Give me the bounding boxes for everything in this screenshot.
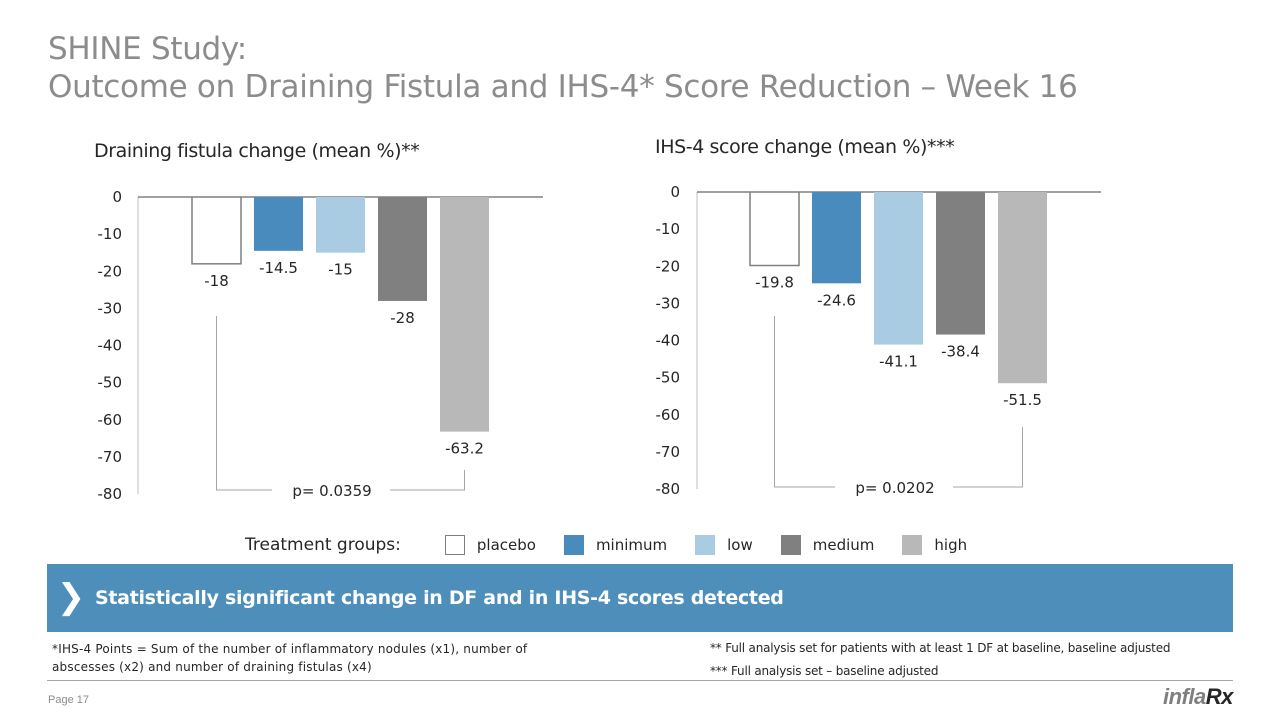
data-label-minimum: -14.5 (259, 259, 298, 277)
y-tick-label: -30 (98, 299, 123, 317)
data-label-low: -41.1 (879, 353, 918, 371)
y-tick-label: -80 (656, 480, 681, 498)
significance-bracket-left (774, 316, 835, 488)
legend-swatch-minimum (563, 535, 584, 555)
y-tick-label: -30 (656, 294, 681, 312)
slide-title: SHINE Study: Outcome on Draining Fistula… (48, 30, 1078, 106)
data-label-placebo: -19.8 (755, 274, 794, 292)
significance-bracket-right (953, 427, 1023, 488)
data-label-low: -15 (328, 261, 353, 279)
key-finding-banner: ❯ Statistically significant change in DF… (47, 564, 1233, 632)
bar-low (316, 197, 365, 253)
chevron-right-icon: ❯ (56, 577, 86, 617)
y-tick-label: -40 (656, 332, 681, 350)
page-number: Page 17 (48, 694, 89, 706)
y-tick-label: -50 (98, 374, 123, 392)
p-value-label: p= 0.0359 (292, 482, 371, 500)
bar-high (440, 197, 489, 432)
company-logo: inflaRx (1163, 684, 1233, 710)
legend-swatch-placebo (444, 535, 465, 555)
bar-placebo (749, 191, 800, 267)
legend-label-placebo: placebo (476, 536, 536, 554)
y-tick-label: -80 (98, 485, 123, 503)
y-tick-label: -70 (98, 448, 123, 466)
logo-text-rx: Rx (1205, 684, 1234, 709)
y-tick-label: -60 (656, 406, 681, 424)
footnote-ihs4-definition: *IHS-4 Points = Sum of the number of inf… (52, 642, 528, 674)
legend-label-minimum: minimum (595, 536, 668, 554)
y-tick-label: 0 (670, 183, 680, 201)
significance-bracket-left (216, 316, 272, 491)
legend-swatch-high (902, 535, 923, 555)
chart1-title: Draining fistula change (mean %)** (94, 140, 420, 162)
bar-minimum (812, 192, 861, 284)
footnote-df-analysis: ** Full analysis set for patients with a… (710, 641, 1171, 655)
y-tick-label: -10 (98, 225, 123, 243)
significance-bracket-right (390, 470, 465, 491)
data-label-medium: -28 (390, 309, 415, 327)
y-tick-label: -20 (656, 257, 681, 275)
y-tick-label: -50 (656, 369, 681, 387)
legend-item-low: low (695, 535, 753, 555)
bar-high (998, 192, 1047, 384)
bar-low (874, 192, 923, 345)
slide-title-line1: SHINE Study: (48, 31, 247, 67)
data-label-high: -51.5 (1003, 391, 1042, 409)
data-label-medium: -38.4 (941, 343, 980, 361)
bar-medium (936, 192, 985, 335)
legend-label-high: high (934, 536, 968, 554)
y-tick-label: -70 (656, 443, 681, 461)
footer-divider (47, 680, 1233, 681)
chart2-title: IHS-4 score change (mean %)*** (655, 136, 955, 158)
legend: Treatment groups: placebo minimum low mediu… (245, 532, 995, 558)
y-tick-label: -20 (98, 262, 123, 280)
y-tick-label: -60 (98, 411, 123, 429)
legend-swatch-medium (780, 535, 801, 555)
y-tick-label: -40 (98, 337, 123, 355)
p-value-label: p= 0.0202 (855, 479, 934, 497)
data-label-placebo: -18 (204, 272, 229, 290)
data-label-minimum: -24.6 (817, 291, 856, 309)
slide-title-line2: Outcome on Draining Fistula and IHS-4* S… (48, 69, 1078, 105)
bar-medium (378, 197, 427, 301)
bar-placebo (191, 196, 242, 265)
data-label-high: -63.2 (445, 440, 484, 458)
logo-text-infla: infla (1163, 684, 1206, 709)
banner-text: Statistically significant change in DF a… (95, 587, 784, 609)
bar-minimum (254, 197, 303, 251)
legend-item-placebo: placebo (444, 535, 536, 555)
legend-item-high: high (902, 535, 967, 555)
legend-item-medium: medium (780, 535, 875, 555)
footnotes-right: ** Full analysis set for patients with a… (710, 637, 1170, 683)
footnote-ihs4-analysis: *** Full analysis set – baseline adjuste… (710, 664, 939, 678)
legend-swatch-low (695, 535, 716, 555)
y-tick-label: -10 (656, 220, 681, 238)
legend-label-medium: medium (812, 536, 875, 554)
legend-title: Treatment groups: (245, 535, 401, 555)
legend-item-minimum: minimum (563, 535, 668, 555)
legend-label-low: low (727, 536, 753, 554)
y-tick-label: 0 (112, 188, 122, 206)
